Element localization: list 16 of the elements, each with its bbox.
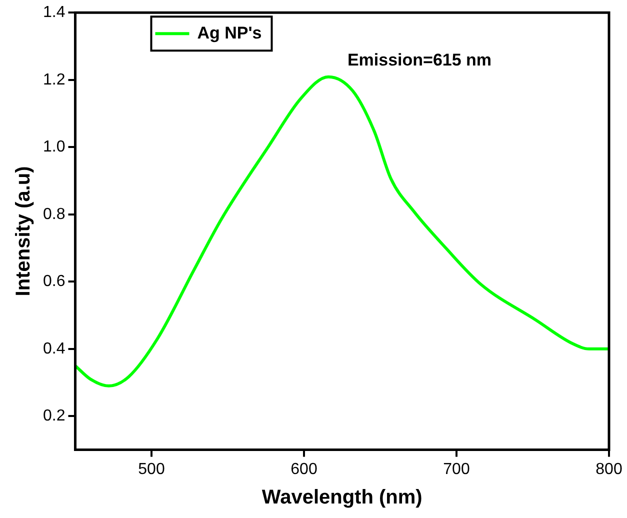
x-tick-label: 500 (138, 460, 165, 478)
y-tick-label: 0.6 (42, 273, 66, 290)
y-tick-label: 1.4 (42, 4, 66, 22)
y-tick-label: 0.4 (42, 340, 66, 358)
x-tick-label: 600 (290, 460, 318, 478)
x-tick-label: 800 (596, 460, 622, 478)
y-tick-label: 0.8 (42, 206, 66, 223)
y-tick-label: 1.0 (42, 138, 66, 156)
annotation: Emission=615 nm (347, 50, 492, 70)
x-tick-label: 700 (443, 460, 470, 478)
x-axis-title: Wavelength (nm) (262, 486, 422, 509)
line-series (75, 75, 609, 388)
legend-label: Ag NP's (197, 23, 262, 42)
y-tick-label: 1.2 (42, 71, 66, 88)
y-axis-title: Intensity (a.u) (12, 166, 35, 296)
y-tick-label: 0.2 (42, 408, 66, 425)
